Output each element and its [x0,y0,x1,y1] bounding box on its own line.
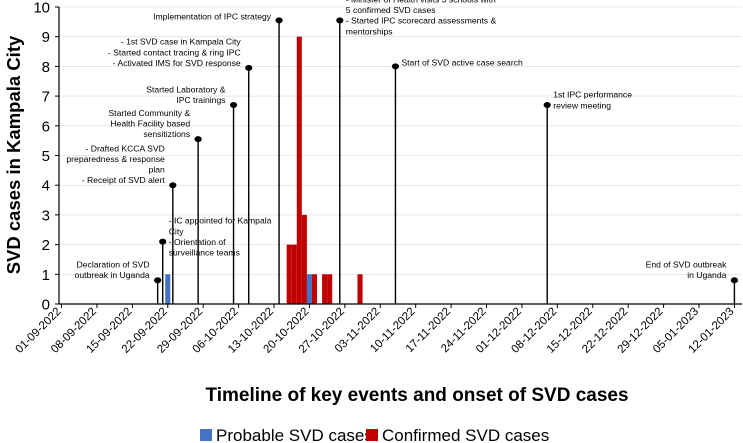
confirmed-case-bar [296,36,302,304]
event-annotation-line: - Minister of Health visits 3 schools wi… [346,0,496,4]
event-annotation-line: Health Facility based [110,119,190,129]
y-tick-label: 2 [42,237,50,254]
confirmed-case-bar [301,214,307,304]
legend: Probable SVD cases Confirmed SVD cases [200,426,549,443]
legend-swatch [366,429,378,441]
event-marker [159,238,167,245]
event-marker [275,17,283,24]
legend-label: Probable SVD cases [216,426,373,443]
event-annotation-line: Implementation of IPC strategy [153,11,272,21]
event-markers: Declaration of SVD outbreak in Uganda - IC… [66,0,739,304]
event-annotation-line: Started Community & [108,108,190,118]
event-annotation: Started Laboratory & IPC trainings [146,84,226,105]
event-marker [543,102,551,109]
event-annotation: - Drafted KCCA SVD preparedness & respons… [66,143,165,185]
y-axis-ticks: 0 1 2 3 4 5 6 7 8 9 10 [33,0,59,314]
event-annotation: Implementation of IPC strategy [153,11,272,21]
event-annotation-line: Started Laboratory & [146,84,226,94]
event-annotation-line: End of SVD outbreak [646,260,727,270]
event-annotation: 1st IPC performance review meeting [553,90,632,111]
confirmed-case-bar [311,274,318,304]
confirmed-case-bar [286,244,292,304]
event-annotation: - Minister of Health visits 3 schools wi… [346,0,497,36]
event-annotation-line: - Started contact tracing & ring IPC [108,47,241,57]
event-marker [169,182,177,189]
event-annotation-line: - Receipt of SVD alert [82,175,166,185]
event-annotation: - IC appointed for Kampala City - Orientat… [169,216,272,258]
event-annotation-line: Declaration of SVD [77,260,150,270]
event-annotation: Start of SVD active case search [401,57,523,67]
y-tick-label: 9 [42,29,50,46]
event-marker [229,102,238,109]
event-annotation-line: 1st IPC performance [553,90,632,100]
axes [58,7,742,305]
y-tick-label: 0 [42,297,50,314]
event-annotation-line: sensitiztions [143,129,190,139]
event-annotation-line: - IC appointed for Kampala [169,216,272,226]
event-annotation-line: plan [149,165,165,175]
confirmed-case-bar [357,274,363,304]
event-annotation-line: - Activated IMS for SVD response [113,58,241,68]
y-tick-label: 1 [42,267,50,284]
confirmed-case-bar [291,244,297,304]
y-tick-label: 8 [42,59,50,76]
y-tick-label: 4 [42,178,50,195]
y-axis-title: SVD cases in Kampala City [3,35,24,274]
event-annotation: - 1st SVD case in Kampala City - Started … [108,37,241,68]
event-annotation-line: review meeting [553,100,611,110]
event-marker [336,17,344,24]
event-annotation-line: mentorships [346,26,393,36]
event-marker [194,136,202,143]
event-annotation-line: surveillance teams [169,248,240,258]
legend-label: Confirmed SVD cases [382,426,549,443]
x-axis-ticks: 01-09-202208-09-202215-09-202222-09-2022… [14,304,737,356]
event-annotation-line: preparedness & response [66,154,165,164]
event-annotation-line: - Drafted KCCA SVD [86,143,165,153]
y-tick-label: 3 [42,207,50,224]
confirmed-case-bar [322,274,328,304]
y-tick-label: 6 [42,118,50,135]
event-marker [245,64,253,71]
event-marker [154,277,162,284]
event-annotation: Declaration of SVD outbreak in Uganda [75,260,150,281]
event-annotation: End of SVD outbreak in Uganda [646,260,727,281]
event-marker [391,63,400,70]
x-axis-title: Timeline of key events and onset of SVD … [205,385,628,406]
event-annotation-line: outbreak in Uganda [75,270,150,280]
event-annotation-line: Start of SVD active case search [401,57,523,67]
event-annotation: Started Community & Health Facility based… [108,108,190,139]
bars [165,36,363,304]
y-tick-label: 5 [42,148,50,165]
y-tick-label: 7 [42,89,50,106]
y-tick-label: 10 [33,0,50,17]
event-annotation-line: City [169,226,185,236]
event-annotation-line: in Uganda [687,270,726,280]
probable-case-bar [306,274,312,304]
event-annotation-line: 5 confirmed SVD cases [346,5,436,15]
event-marker [730,277,739,284]
event-annotation-line: - 1st SVD case in Kampala City [121,37,242,47]
confirmed-case-bar [327,274,333,304]
probable-case-bar [165,274,171,304]
event-annotation-line: - Started IPC scorecard assessments & [346,16,497,26]
legend-swatch [200,429,212,441]
event-annotation-line: IPC trainings [176,95,225,105]
